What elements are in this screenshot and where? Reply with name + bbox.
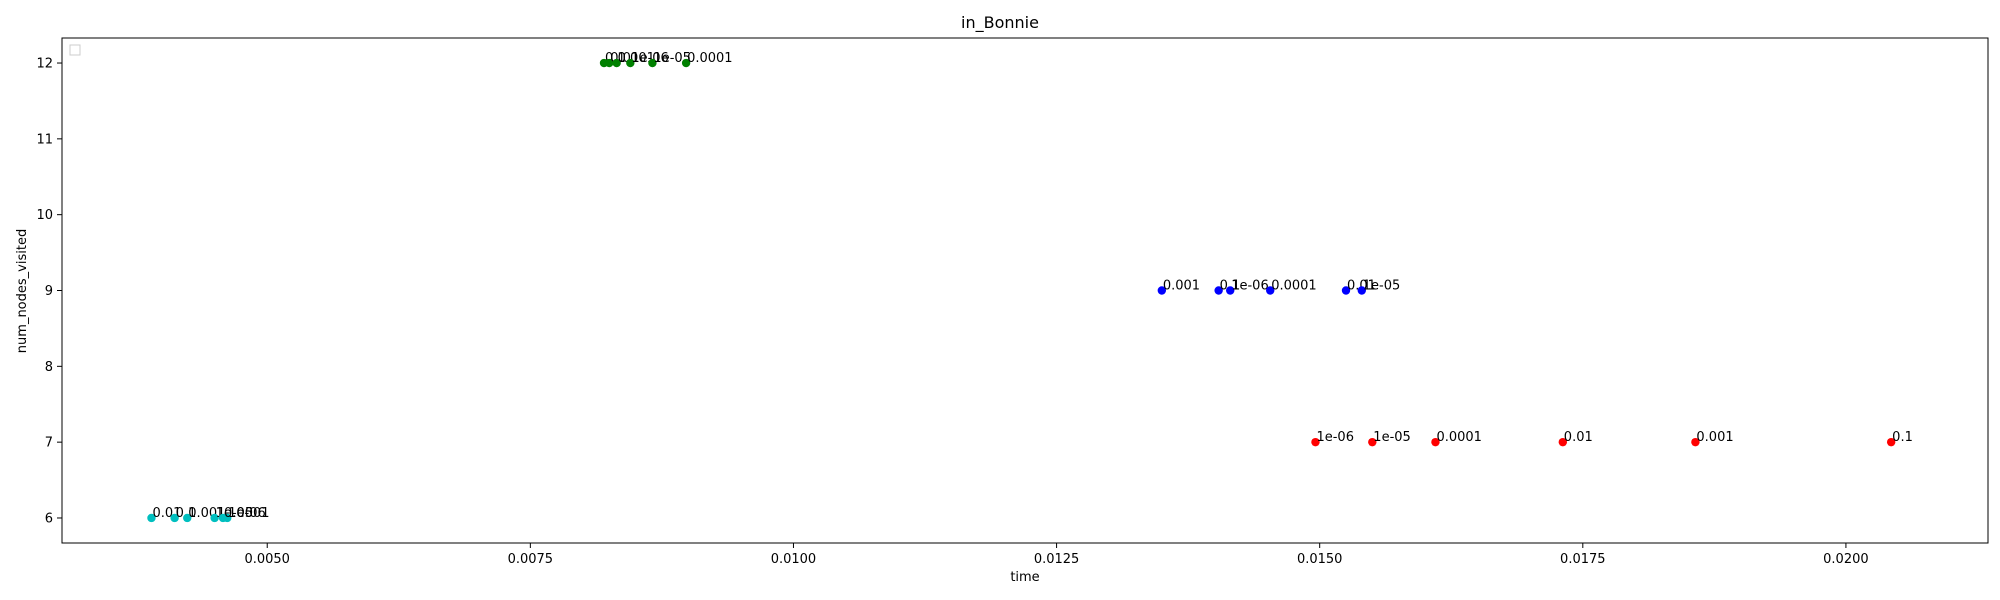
data-point xyxy=(1368,437,1377,447)
data-point xyxy=(1311,437,1320,447)
y-tick-label: 7 xyxy=(45,436,53,451)
data-point xyxy=(170,513,179,523)
x-tick-label: 0.0075 xyxy=(508,552,554,567)
y-tick-label: 9 xyxy=(45,284,53,299)
point-label: 0.01 xyxy=(1347,279,1376,294)
x-tick-label: 0.0150 xyxy=(1297,552,1343,567)
data-point xyxy=(1886,437,1896,447)
x-tick-label: 0.0100 xyxy=(771,552,817,567)
y-tick-label: 10 xyxy=(36,208,53,223)
point-label: 1e-06 xyxy=(1231,279,1269,294)
data-point xyxy=(210,513,219,523)
data-point xyxy=(183,513,192,523)
y-tick-label: 11 xyxy=(36,132,53,147)
x-axis: 0.0050 0.0075 0.0100 0.0125 0.0150 0.0175 0.02… xyxy=(244,543,1869,567)
data-point xyxy=(605,58,614,68)
x-axis-label: time xyxy=(1010,570,1039,585)
point-label: 0.1 xyxy=(1220,279,1241,294)
y-axis-label: num_nodes_visited xyxy=(15,229,30,353)
point-label: 0.0001 xyxy=(687,51,733,66)
data-point xyxy=(681,58,691,68)
point-label: 0.1 xyxy=(1892,430,1913,445)
data-point xyxy=(1157,286,1167,295)
y-tick-label: 6 xyxy=(45,511,53,526)
data-point xyxy=(626,58,635,68)
y-tick-label: 8 xyxy=(45,360,53,375)
point-label: 0.0001 xyxy=(1271,279,1317,294)
data-point xyxy=(1266,286,1275,295)
data-point xyxy=(1214,286,1223,295)
point-label: 1e-05 xyxy=(653,51,691,66)
data-point xyxy=(1558,437,1568,447)
point-label: 0.0001 xyxy=(1436,430,1482,445)
data-point xyxy=(1357,286,1366,295)
x-tick-label: 0.0200 xyxy=(1823,552,1869,567)
legend-box xyxy=(69,44,81,56)
data-point xyxy=(147,513,156,523)
point-label: 0.01 xyxy=(1564,430,1593,445)
point-label: 1e-06 xyxy=(631,51,669,66)
data-point xyxy=(1431,437,1440,447)
point-label: 0.0001 xyxy=(224,506,270,521)
data-point xyxy=(1226,286,1235,295)
data-points: 0.010.10.0011e-051e-060.00010.10.010.001… xyxy=(147,51,1913,523)
data-point xyxy=(612,58,621,68)
point-label: 1e-05 xyxy=(1373,430,1411,445)
point-label: 1e-05 xyxy=(1363,279,1401,294)
point-label: 0.001 xyxy=(1696,430,1733,445)
point-label: 1e-06 xyxy=(1316,430,1354,445)
data-point xyxy=(648,58,657,68)
data-point xyxy=(218,513,228,523)
y-axis: 6 7 8 9 10 11 12 xyxy=(36,57,62,526)
point-label: 0.001 xyxy=(1163,279,1200,294)
x-tick-label: 0.0050 xyxy=(244,552,290,567)
x-tick-label: 0.0175 xyxy=(1560,552,1606,567)
x-tick-label: 0.0125 xyxy=(1034,552,1080,567)
point-label: 1e-06 xyxy=(228,506,266,521)
data-point xyxy=(1691,437,1700,447)
data-point xyxy=(1341,286,1351,295)
chart-title: in_Bonnie xyxy=(961,13,1039,33)
y-tick-label: 12 xyxy=(36,57,53,72)
